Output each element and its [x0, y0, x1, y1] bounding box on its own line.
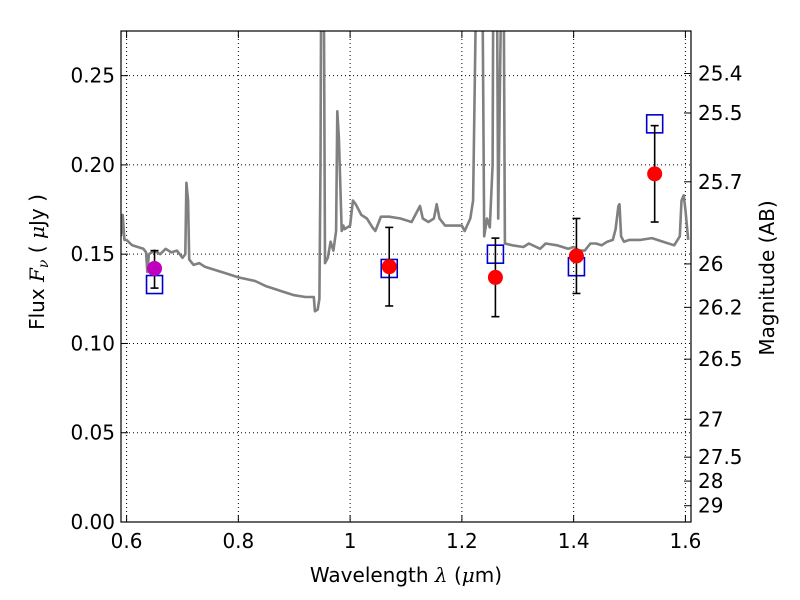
observed-point — [381, 259, 397, 275]
x-tick-label: 1 — [344, 529, 357, 553]
observed-point — [147, 260, 163, 276]
y-axis-label: Flux Fν ( μJy ) — [25, 194, 52, 330]
gridlines — [121, 31, 691, 523]
observed-point — [487, 269, 503, 285]
mag-tick-label: 28 — [698, 469, 723, 493]
y-tick-label: 0.05 — [70, 421, 115, 445]
x-tick-label: 0.8 — [222, 529, 254, 553]
observed-point — [647, 166, 663, 182]
mag-tick-label: 25.4 — [698, 62, 743, 86]
x-tick-label: 1.4 — [558, 529, 590, 553]
x-tick-label: 0.6 — [111, 529, 143, 553]
plot-frame — [120, 30, 692, 523]
y-tick-label: 0.10 — [70, 331, 115, 355]
y-tick-label: 0.15 — [70, 242, 115, 266]
x-axis-label: Wavelength λ (μm) — [310, 563, 502, 587]
y-tick-label: 0.25 — [70, 64, 115, 88]
y-tick-label: 0.20 — [70, 153, 115, 177]
x-tick-label: 1.6 — [670, 529, 702, 553]
mag-tick-label: 25.7 — [698, 170, 743, 194]
axis-ticks: 0.6 0.8 1 1.2 1.4 1.6 0.00 0.05 0.10 0.15 0.20 0.25… — [70, 31, 743, 553]
mag-tick-label: 27.5 — [698, 445, 743, 469]
x-tick-label: 1.2 — [446, 529, 478, 553]
model-spectrum-line — [121, 31, 690, 313]
mag-tick-label: 26 — [698, 252, 723, 276]
mag-tick-label: 26.2 — [698, 295, 743, 319]
y-tick-label: 0.00 — [70, 510, 115, 534]
mag-tick-label: 27 — [698, 407, 723, 431]
y2-axis-label: Magnitude (AB) — [755, 200, 779, 355]
mag-tick-label: 26.5 — [698, 347, 743, 371]
observed-point — [568, 248, 584, 264]
data-marks — [145, 114, 664, 318]
plot-area — [121, 31, 690, 313]
mag-tick-label: 29 — [698, 494, 723, 518]
mag-tick-label: 25.5 — [698, 101, 743, 125]
